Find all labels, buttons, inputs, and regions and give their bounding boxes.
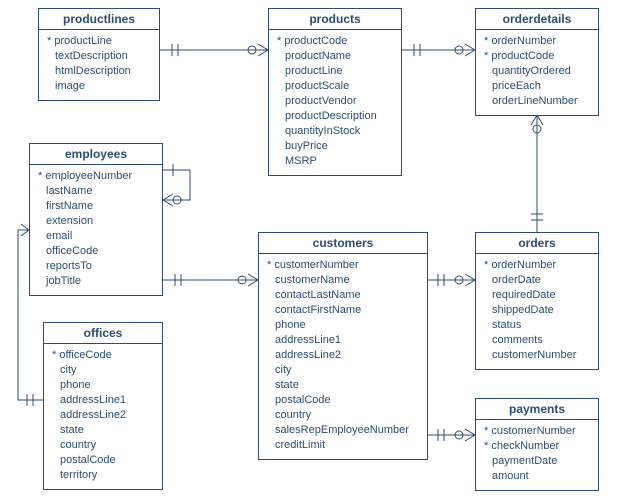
- field-orderdetails-productCode: productCode: [484, 49, 590, 64]
- field-orders-shippedDate: shippedDate: [484, 303, 590, 318]
- field-customers-contactLastName: contactLastName: [267, 288, 419, 303]
- field-orders-orderDate: orderDate: [484, 273, 590, 288]
- entity-title-orderdetails: orderdetails: [476, 9, 598, 30]
- field-customers-customerName: customerName: [267, 273, 419, 288]
- field-products-productLine: productLine: [277, 64, 393, 79]
- field-orders-orderNumber: orderNumber: [484, 258, 590, 273]
- field-employees-extension: extension: [38, 214, 154, 229]
- field-payments-paymentDate: paymentDate: [484, 454, 590, 469]
- field-productlines-htmlDescription: htmlDescription: [47, 64, 151, 79]
- field-offices-state: state: [52, 423, 154, 438]
- entity-fields-payments: customerNumbercheckNumberpaymentDateamou…: [476, 420, 598, 490]
- field-productlines-textDescription: textDescription: [47, 49, 151, 64]
- field-orderdetails-orderLineNumber: orderLineNumber: [484, 94, 590, 109]
- entity-fields-employees: employeeNumberlastNamefirstNameextension…: [30, 165, 162, 295]
- field-offices-addressLine2: addressLine2: [52, 408, 154, 423]
- field-payments-customerNumber: customerNumber: [484, 424, 590, 439]
- field-customers-country: country: [267, 408, 419, 423]
- field-offices-city: city: [52, 363, 154, 378]
- field-products-productName: productName: [277, 49, 393, 64]
- entity-title-payments: payments: [476, 399, 598, 420]
- field-products-MSRP: MSRP: [277, 154, 393, 169]
- field-payments-amount: amount: [484, 469, 590, 484]
- entity-orderdetails: orderdetailsorderNumberproductCodequanti…: [475, 8, 599, 116]
- field-orderdetails-quantityOrdered: quantityOrdered: [484, 64, 590, 79]
- field-orderdetails-priceEach: priceEach: [484, 79, 590, 94]
- field-products-productDescription: productDescription: [277, 109, 393, 124]
- entity-payments: paymentscustomerNumbercheckNumberpayment…: [475, 398, 599, 491]
- entity-products: productsproductCodeproductNameproductLin…: [268, 8, 402, 176]
- entity-title-employees: employees: [30, 144, 162, 165]
- field-employees-jobTitle: jobTitle: [38, 274, 154, 289]
- field-offices-territory: territory: [52, 468, 154, 483]
- field-offices-country: country: [52, 438, 154, 453]
- field-orders-status: status: [484, 318, 590, 333]
- field-orders-requiredDate: requiredDate: [484, 288, 590, 303]
- field-employees-firstName: firstName: [38, 199, 154, 214]
- entity-customers: customerscustomerNumbercustomerNameconta…: [258, 232, 428, 460]
- field-orders-customerNumber: customerNumber: [484, 348, 590, 363]
- field-products-productScale: productScale: [277, 79, 393, 94]
- entity-orders: ordersorderNumberorderDaterequiredDatesh…: [475, 232, 599, 370]
- field-offices-phone: phone: [52, 378, 154, 393]
- field-employees-reportsTo: reportsTo: [38, 259, 154, 274]
- entity-fields-offices: officeCodecityphoneaddressLine1addressLi…: [44, 344, 162, 489]
- field-offices-addressLine1: addressLine1: [52, 393, 154, 408]
- field-customers-addressLine2: addressLine2: [267, 348, 419, 363]
- field-productlines-productLine: productLine: [47, 34, 151, 49]
- field-customers-addressLine1: addressLine1: [267, 333, 419, 348]
- field-products-productVendor: productVendor: [277, 94, 393, 109]
- entity-fields-orders: orderNumberorderDaterequiredDateshippedD…: [476, 254, 598, 369]
- entity-fields-customers: customerNumbercustomerNamecontactLastNam…: [259, 254, 427, 459]
- entity-offices: officesofficeCodecityphoneaddressLine1ad…: [43, 322, 163, 490]
- entity-title-productlines: productlines: [39, 9, 159, 30]
- field-products-productCode: productCode: [277, 34, 393, 49]
- field-products-buyPrice: buyPrice: [277, 139, 393, 154]
- field-offices-postalCode: postalCode: [52, 453, 154, 468]
- entity-fields-products: productCodeproductNameproductLineproduct…: [269, 30, 401, 175]
- entity-title-products: products: [269, 9, 401, 30]
- field-employees-employeeNumber: employeeNumber: [38, 169, 154, 184]
- field-customers-contactFirstName: contactFirstName: [267, 303, 419, 318]
- entity-title-customers: customers: [259, 233, 427, 254]
- field-customers-state: state: [267, 378, 419, 393]
- field-orders-comments: comments: [484, 333, 590, 348]
- entity-productlines: productlinesproductLinetextDescriptionht…: [38, 8, 160, 101]
- field-products-quantityInStock: quantityInStock: [277, 124, 393, 139]
- field-payments-checkNumber: checkNumber: [484, 439, 590, 454]
- field-customers-salesRepEmployeeNumber: salesRepEmployeeNumber: [267, 423, 419, 438]
- field-employees-email: email: [38, 229, 154, 244]
- field-customers-creditLimit: creditLimit: [267, 438, 419, 453]
- entity-fields-productlines: productLinetextDescriptionhtmlDescriptio…: [39, 30, 159, 100]
- field-customers-phone: phone: [267, 318, 419, 333]
- field-offices-officeCode: officeCode: [52, 348, 154, 363]
- field-employees-officeCode: officeCode: [38, 244, 154, 259]
- field-productlines-image: image: [47, 79, 151, 94]
- field-employees-lastName: lastName: [38, 184, 154, 199]
- field-customers-city: city: [267, 363, 419, 378]
- field-customers-postalCode: postalCode: [267, 393, 419, 408]
- entity-employees: employeesemployeeNumberlastNamefirstName…: [29, 143, 163, 296]
- field-customers-customerNumber: customerNumber: [267, 258, 419, 273]
- entity-title-offices: offices: [44, 323, 162, 344]
- entity-fields-orderdetails: orderNumberproductCodequantityOrderedpri…: [476, 30, 598, 115]
- field-orderdetails-orderNumber: orderNumber: [484, 34, 590, 49]
- entity-title-orders: orders: [476, 233, 598, 254]
